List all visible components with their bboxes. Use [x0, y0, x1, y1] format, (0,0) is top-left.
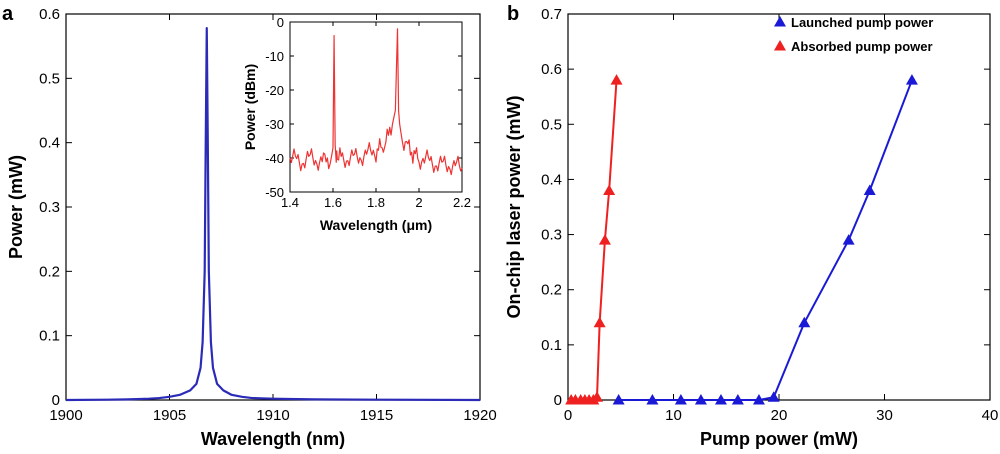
panel-a-x-axis-label: Wavelength (nm) [201, 429, 345, 449]
legend-label-absorbed: Absorbed pump power [791, 39, 933, 54]
legend-marker-launched [774, 16, 786, 27]
panel-b-series [565, 74, 918, 405]
panel-a-y-tick-label: 0.5 [39, 70, 60, 87]
panel-a-y-axis-label: Power (mW) [6, 155, 26, 259]
panel-b-y-tick-label: 0.5 [541, 116, 562, 133]
data-point-launched [674, 394, 687, 405]
data-point-absorbed [591, 391, 604, 402]
panel-a-label: a [2, 3, 14, 25]
inset-spectrum-line [289, 28, 463, 176]
panel-a-spectrum-line [65, 27, 481, 402]
inset-y-tick-label: -20 [265, 83, 284, 98]
data-point-launched [694, 394, 707, 405]
data-point-launched [752, 394, 765, 405]
inset-series [289, 28, 463, 176]
data-point-launched [798, 316, 811, 328]
data-point-launched [731, 394, 744, 405]
data-point-launched [714, 394, 727, 405]
panel-a-x-tick-label: 1920 [463, 407, 496, 424]
inset-x-tick-label: 1.4 [281, 195, 299, 210]
data-point-launched [612, 394, 625, 405]
data-point-launched [863, 184, 876, 195]
panel-a-y-tick-label: 0.3 [39, 199, 60, 216]
panel-a-x-tick-label: 1915 [360, 407, 393, 424]
inset-x-ticks: 1.4 1.6 1.8 2 2.2 [281, 22, 471, 210]
inset-x-tick-label: 1.6 [324, 195, 342, 210]
data-point-absorbed [593, 316, 606, 328]
panel-b-y-axis-label: On-chip laser power (mW) [504, 95, 524, 318]
data-point-launched [842, 234, 855, 245]
data-point-launched [646, 394, 659, 405]
inset-y-tick-label: -10 [265, 49, 284, 64]
panel-b-x-tick-label: 0 [564, 407, 572, 424]
panel-b-legend: Launched pump power Absorbed pump power [774, 15, 933, 54]
inset-y-tick-label: -50 [265, 185, 284, 200]
panel-b-label: b [507, 3, 519, 25]
panel-b-y-tick-label: 0.2 [541, 282, 562, 299]
inset-plot-area [289, 21, 463, 193]
data-point-launched [905, 74, 918, 85]
panel-b-x-ticks: 0 10 20 30 40 [564, 14, 999, 424]
data-point-absorbed [610, 74, 623, 85]
panel-b-y-tick-label: 0.4 [541, 171, 562, 188]
panel-a-x-tick-label: 1900 [49, 407, 82, 424]
panel-a-x-tick-label: 1905 [153, 407, 186, 424]
series-line-launched [618, 79, 913, 401]
panel-b-x-tick-label: 20 [771, 407, 788, 424]
data-point-launched [767, 391, 780, 402]
panel-a-y-tick-label: 0.6 [39, 6, 60, 23]
panel-a-x-ticks: 1900 1905 1910 1915 1920 [49, 14, 497, 424]
panel-a-y-tick-label: 0.1 [39, 328, 60, 345]
inset-y-tick-label: -40 [265, 151, 284, 166]
panel-a-y-tick-label: 0 [52, 392, 60, 409]
panel-b-y-tick-label: 0 [554, 392, 562, 409]
inset-x-axis-label: Wavelength (μm) [320, 217, 432, 233]
inset-x-tick-label: 2.2 [453, 195, 471, 210]
panel-b-x-axis-label: Pump power (mW) [700, 429, 858, 449]
panel-b-y-tick-label: 0.3 [541, 227, 562, 244]
panel-b-y-ticks: 0 0.1 0.2 0.3 0.4 0.5 0.6 0.7 [541, 6, 990, 409]
panel-b-chart: 0 10 20 30 40 0 0.1 0.2 0.3 0.4 0.5 0.6 0.7 Pump po… [504, 6, 998, 449]
panel-b-x-tick-label: 40 [982, 407, 999, 424]
panel-b-x-tick-label: 30 [876, 407, 893, 424]
panel-a-y-tick-label: 0.4 [39, 135, 60, 152]
legend-label-launched: Launched pump power [791, 15, 933, 30]
inset-x-tick-label: 1.8 [367, 195, 385, 210]
data-point-absorbed [603, 184, 616, 195]
inset-x-tick-label: 2 [415, 195, 422, 210]
panel-b-plot-area [567, 13, 991, 401]
inset-y-tick-label: 0 [277, 15, 284, 30]
panel-a-chart: 1900 1905 1910 1915 1920 0 0.1 0.2 0.3 0.4 0.5 0.6… [6, 6, 497, 449]
panel-b-y-tick-label: 0.7 [541, 6, 562, 23]
panel-a-inset: 1.4 1.6 1.8 2 2.2 0 -10 -20 -30 -40 -50 Wavelengt… [242, 15, 471, 233]
panel-b-x-tick-label: 10 [665, 407, 682, 424]
data-point-absorbed [598, 234, 611, 245]
panel-a-series [65, 27, 481, 402]
panel-a-x-tick-label: 1910 [256, 407, 289, 424]
panel-b-y-tick-label: 0.6 [541, 61, 562, 78]
inset-y-axis-label: Power (dBm) [242, 64, 258, 150]
panel-a-y-tick-label: 0.2 [39, 263, 60, 280]
panel-b-y-tick-label: 0.1 [541, 337, 562, 354]
legend-marker-absorbed [774, 40, 786, 51]
inset-y-ticks: 0 -10 -20 -30 -40 -50 [265, 15, 462, 200]
inset-y-tick-label: -30 [265, 117, 284, 132]
